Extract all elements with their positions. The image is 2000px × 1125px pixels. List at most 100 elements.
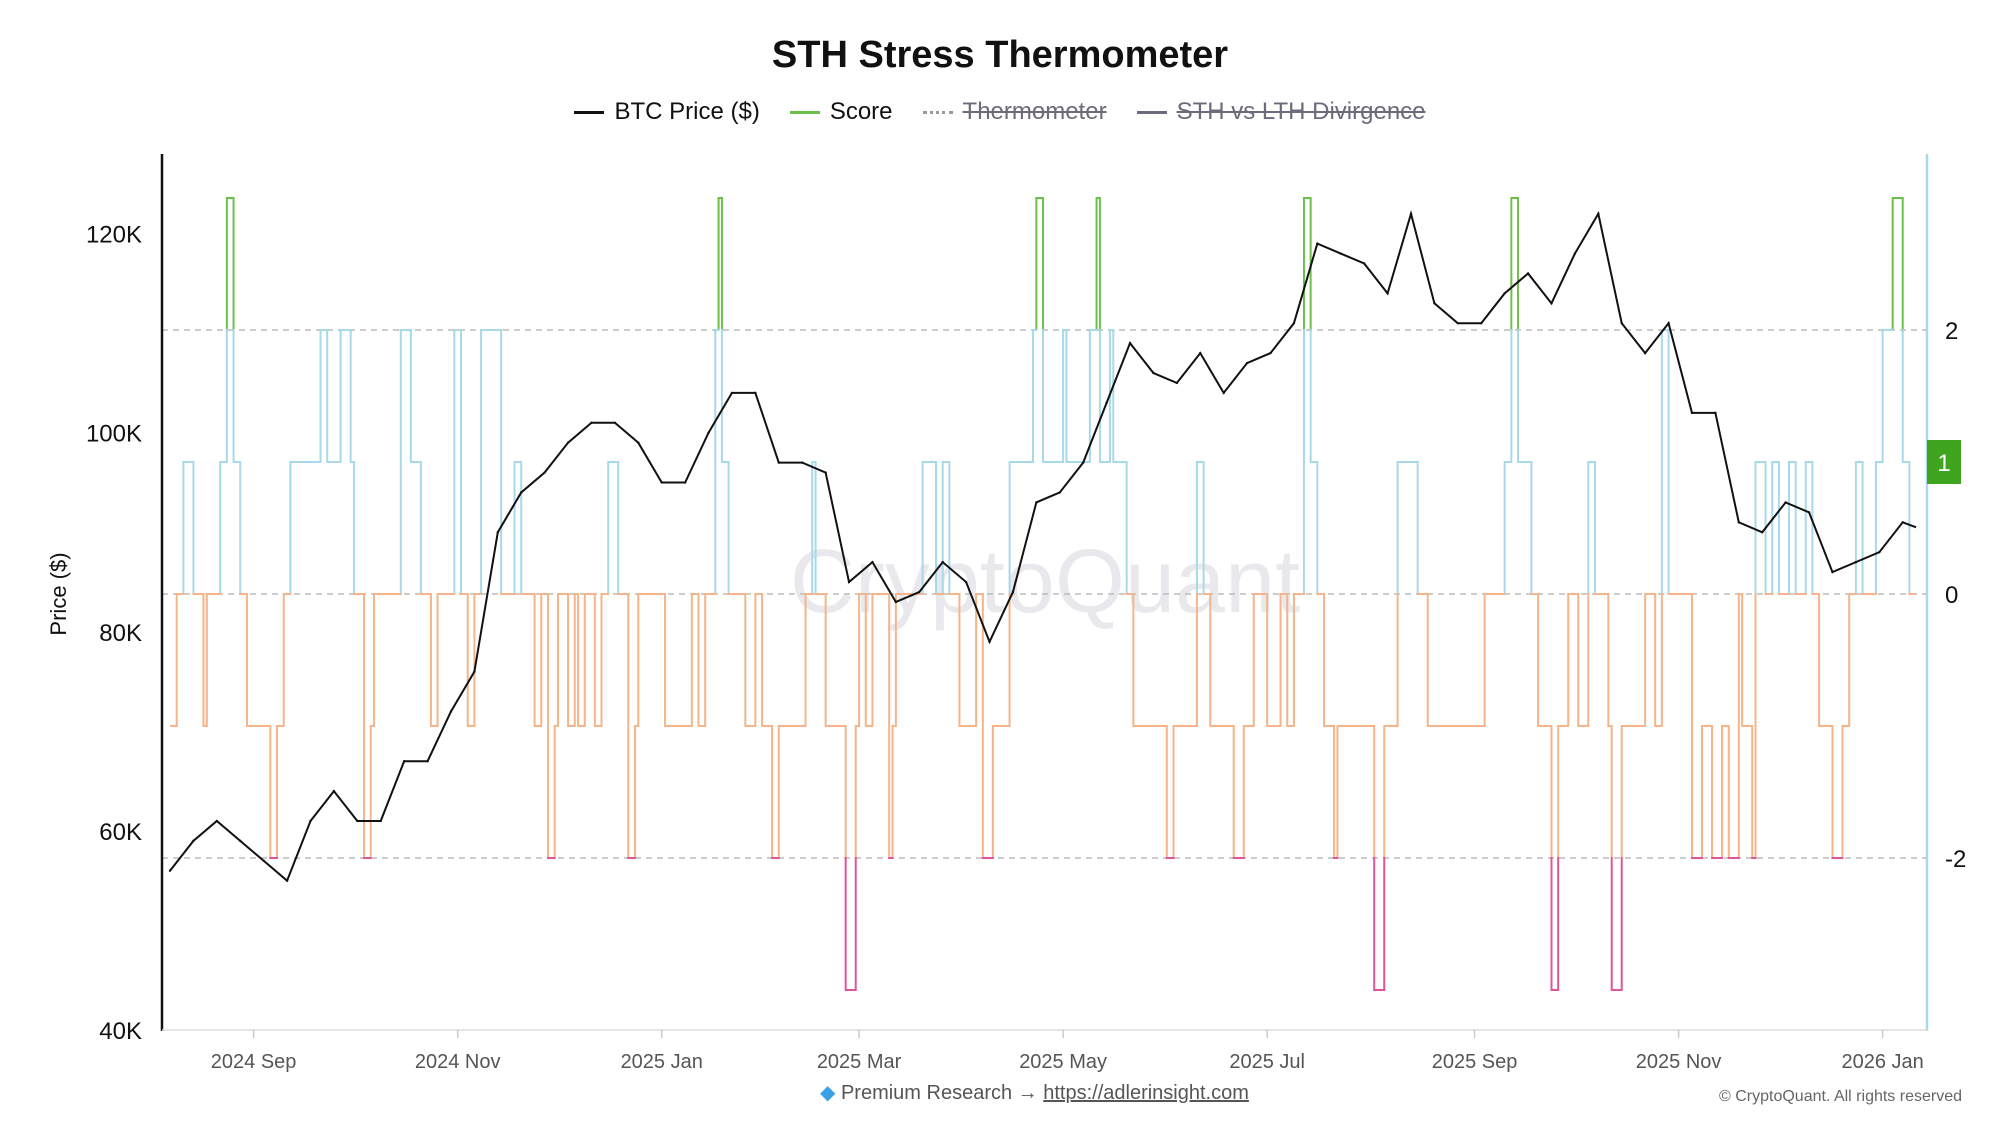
price-point (356, 819, 359, 823)
x-tick-label: 2026 Jan (1841, 1051, 1923, 1073)
price-point (918, 590, 921, 594)
legend: BTC Price ($) Score Thermometer STH vs L… (0, 98, 2000, 126)
price-point (590, 421, 593, 424)
price-point (215, 819, 219, 823)
price-point (1550, 302, 1553, 305)
x-tick-label: 2025 Mar (817, 1051, 902, 1073)
price-point (1526, 272, 1530, 275)
price-point (613, 421, 617, 424)
x-tick-label: 2024 Sep (211, 1051, 297, 1073)
price-point (777, 461, 780, 464)
y-axis-label: Price ($) (46, 552, 71, 635)
price-point (402, 760, 406, 763)
price-point (332, 789, 336, 793)
price-point (192, 839, 195, 843)
price-point (1573, 252, 1577, 255)
legend-swatch (789, 110, 820, 114)
price-point (754, 391, 757, 395)
price-point (683, 481, 687, 484)
y-tick-label: 120K (86, 222, 142, 249)
x-tick-label: 2025 Jul (1229, 1051, 1305, 1073)
score-line-0-to_2 (175, 329, 1917, 595)
y-tick-label: 80K (99, 620, 142, 647)
score-line-below--2 (269, 857, 1844, 991)
y-tick-label: 40K (99, 1018, 142, 1045)
price-point (1597, 212, 1600, 215)
price-point (1058, 491, 1061, 494)
legend-item-thermometer[interactable]: Thermometer (922, 98, 1107, 126)
price-point (1011, 590, 1015, 594)
footer: ◆ Premium Research → https://adlerinsigh… (820, 1080, 1249, 1105)
price-point (1690, 411, 1694, 415)
price-point (1245, 361, 1249, 365)
price-point (426, 760, 429, 763)
price-point (566, 441, 570, 444)
y-tick-label: 60K (99, 819, 142, 846)
price-point (941, 560, 944, 564)
price-point (871, 560, 874, 564)
price-point (449, 710, 453, 713)
price-point (379, 819, 382, 823)
price-point (1714, 411, 1717, 415)
price-point (1761, 531, 1764, 534)
legend-swatch (1136, 110, 1167, 114)
price-point (1152, 371, 1155, 375)
y2-tick-label: 2 (1945, 318, 1958, 345)
watermark: CryptoQuant (790, 532, 1300, 632)
price-point (262, 859, 265, 862)
price-point (660, 481, 663, 484)
x-tick-label: 2025 Jan (621, 1051, 703, 1073)
price-point (1222, 391, 1225, 395)
price-point (1128, 341, 1132, 345)
price-point (1105, 401, 1108, 405)
x-tick-label: 2025 Nov (1636, 1051, 1722, 1073)
price-point (1831, 570, 1834, 574)
btc-price-line (169, 209, 1917, 883)
legend-label: Score (829, 98, 893, 125)
legend-label: BTC Price ($) (614, 98, 760, 125)
x-tick-label: 2025 May (1019, 1051, 1107, 1073)
price-point (285, 879, 289, 882)
price-point (730, 391, 734, 395)
price-point (1409, 212, 1413, 215)
price-point (309, 819, 312, 823)
gem-icon: ◆ (820, 1082, 836, 1104)
price-point (1807, 511, 1811, 514)
price-point (239, 839, 242, 843)
price-point (964, 580, 968, 584)
footer-prefix: Premium Research → (840, 1082, 1038, 1104)
legend-item-score[interactable]: Score (789, 98, 893, 126)
price-point (1784, 501, 1787, 504)
y2-tick-label: -2 (1945, 846, 1966, 873)
current-score-label: 1 (1937, 450, 1950, 477)
price-point (1362, 262, 1366, 265)
price-point (1386, 292, 1389, 295)
price-point (637, 441, 640, 444)
price-point (1643, 351, 1647, 355)
price-point (1456, 322, 1460, 325)
legend-swatch (922, 110, 953, 114)
price-point (1175, 381, 1179, 385)
price-point (1901, 521, 1904, 524)
current-score-badge (1927, 440, 1961, 484)
price-point (496, 531, 500, 534)
price-point (543, 471, 546, 474)
price-point (824, 471, 827, 474)
y2-tick-label: 0 (1945, 582, 1958, 609)
legend-item-btc-price[interactable]: BTC Price ($) (574, 98, 760, 126)
price-point (1737, 521, 1741, 524)
price-point (1316, 242, 1319, 245)
copyright: © CryptoQuant. All rights reserved (1719, 1088, 1962, 1105)
price-point (1035, 501, 1038, 504)
price-point (1339, 252, 1342, 255)
price-point (1199, 351, 1202, 355)
price-point (1878, 550, 1881, 554)
price-point (1620, 322, 1623, 325)
price-point (1480, 322, 1483, 325)
price-point (894, 600, 898, 604)
footer-link[interactable]: https://adlerinsight.com (1043, 1082, 1249, 1104)
price-point (1433, 302, 1436, 305)
price-point (1667, 322, 1670, 325)
legend-item-divergence[interactable]: STH vs LTH Divirgence (1136, 98, 1426, 126)
